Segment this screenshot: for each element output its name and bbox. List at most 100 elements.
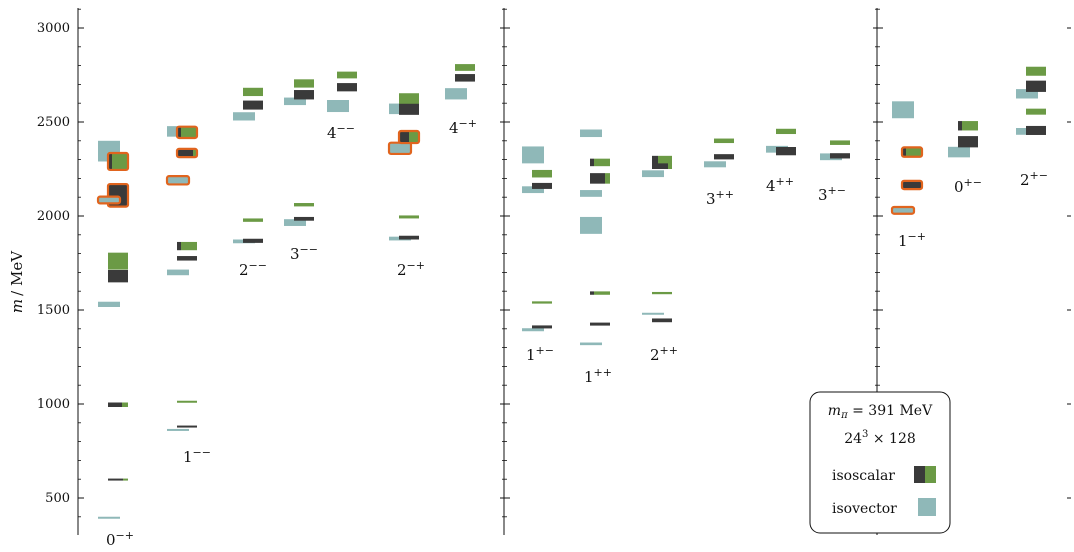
isoscalar-state-box <box>714 138 734 144</box>
isovector-state-box <box>580 216 602 234</box>
isoscalar-state-box <box>532 301 552 304</box>
isoscalar-strange-quark-fill <box>294 79 314 88</box>
channel-label-3-++: 3++ <box>706 188 734 208</box>
isovector-state-box <box>284 219 306 226</box>
channel-label-4-++: 4++ <box>766 175 794 195</box>
isoscalar-light-quark-fill <box>652 318 672 323</box>
axes-group: 500 1000 1500 2000 2500 3000 <box>37 8 1071 535</box>
legend-isoscalar-label: isoscalar <box>832 468 895 484</box>
isoscalar-strange-quark-fill <box>776 128 796 135</box>
isovector-box-fill <box>642 312 664 315</box>
legend-isovector-label: isovector <box>832 501 897 517</box>
highlight-outline <box>900 179 924 191</box>
isoscalar-state-box <box>397 129 421 145</box>
isoscalar-strange-quark-fill <box>108 252 128 270</box>
isoscalar-state-box <box>177 400 197 403</box>
highlight-outline <box>96 195 122 205</box>
isoscalar-light-quark-fill <box>399 235 419 240</box>
isoscalar-state-box <box>399 235 419 240</box>
channel-label-J: 3 <box>290 245 300 263</box>
isoscalar-strange-quark-fill <box>399 215 419 219</box>
channel-label-1-++: 1++ <box>584 366 612 386</box>
isoscalar-light-quark-fill <box>590 158 594 167</box>
isoscalar-light-quark-fill <box>294 216 314 221</box>
y-tick-label: 2000 <box>37 209 70 224</box>
channel-label-PC: ++ <box>776 175 794 188</box>
channel-label-J: 3 <box>706 190 716 208</box>
isovector-state-box <box>948 146 970 158</box>
isoscalar-state-box <box>108 478 128 481</box>
isoscalar-light-quark-fill <box>532 325 552 329</box>
isoscalar-light-quark-fill <box>337 83 357 92</box>
isoscalar-light-quark-fill <box>399 102 419 115</box>
y-axis-title-m: m <box>8 299 26 313</box>
isovector-state-box <box>642 170 664 178</box>
isoscalar-state-box <box>177 425 197 428</box>
isovector-box-fill <box>580 190 602 197</box>
isovector-state-box <box>892 101 914 119</box>
isoscalar-state-box <box>399 215 419 219</box>
isoscalar-light-quark-fill <box>830 153 850 159</box>
isoscalar-strange-quark-fill <box>177 400 197 403</box>
legend-isoscalar-swatch-dark <box>914 466 925 483</box>
isovector-state-box <box>165 175 191 186</box>
isoscalar-state-box <box>1026 125 1046 135</box>
isoscalar-state-box <box>108 252 128 270</box>
legend-m-sub: π <box>840 410 848 421</box>
isoscalar-strange-quark-fill <box>532 169 552 178</box>
isovector-box-fill <box>98 516 120 519</box>
legend-lattice-rest: × 128 <box>868 431 915 447</box>
isoscalar-light-quark-fill <box>177 148 193 158</box>
channel-label-2-+−: 2+− <box>1020 169 1048 189</box>
isoscalar-state-box <box>243 100 263 110</box>
legend-frame <box>809 391 951 534</box>
isovector-box-fill <box>284 97 306 106</box>
isoscalar-state-box <box>455 74 475 82</box>
highlight-outline <box>900 146 924 158</box>
isovector-state-box <box>580 342 602 346</box>
legend-lattice-sup: 3 <box>862 429 868 440</box>
isovector-state-box <box>704 161 726 168</box>
channel-label-1-+−: 1+− <box>526 344 554 364</box>
channel-label-J: 3 <box>818 186 828 204</box>
isoscalar-strange-quark-fill <box>605 173 610 184</box>
isoscalar-state-box <box>243 218 263 222</box>
isoscalar-strange-quark-fill <box>193 148 197 158</box>
channel-label-J: 2 <box>239 261 249 279</box>
isoscalar-state-box <box>177 241 197 251</box>
channel-label-J: 1 <box>183 448 193 466</box>
isoscalar-light-quark-fill <box>177 126 181 138</box>
isovector-box-fill <box>704 161 726 168</box>
isoscalar-state-box <box>106 151 130 172</box>
isovector-box-fill <box>892 206 914 214</box>
isoscalar-strange-quark-fill <box>714 138 734 144</box>
isovector-box-fill <box>580 216 602 234</box>
isoscalar-strange-quark-fill <box>181 241 197 251</box>
channel-label-PC: ++ <box>660 344 678 357</box>
isoscalar-state-box <box>652 155 672 164</box>
channel-label-PC: −− <box>193 446 211 459</box>
isovector-box-fill <box>233 112 255 121</box>
isovector-state-box <box>387 141 413 156</box>
legend-m: m <box>828 403 841 419</box>
isoscalar-strange-quark-fill <box>399 93 419 104</box>
isoscalar-light-quark-fill <box>108 402 122 408</box>
isoscalar-state-box <box>455 64 475 71</box>
isoscalar-strange-quark-fill <box>409 131 419 144</box>
channel-label-J: 2 <box>650 346 660 364</box>
isoscalar-strange-quark-fill <box>594 291 610 295</box>
isoscalar-state-box <box>776 147 796 156</box>
channel-label-0-+−: 0+− <box>954 176 982 196</box>
isoscalar-state-box <box>776 128 796 135</box>
isovector-state-box <box>96 195 122 205</box>
channel-label-3-−−: 3−− <box>290 243 318 263</box>
channel-label-J: 1 <box>584 368 594 386</box>
isoscalar-state-box <box>294 90 314 100</box>
isovector-box-fill <box>948 146 970 158</box>
channel-label-PC: −+ <box>908 230 926 243</box>
channel-label-PC: −+ <box>459 117 477 130</box>
isoscalar-light-quark-fill <box>108 269 128 283</box>
isoscalar-light-quark-fill <box>958 121 962 131</box>
isoscalar-state-box <box>590 291 610 295</box>
legend-m-value: = 391 MeV <box>848 403 933 419</box>
